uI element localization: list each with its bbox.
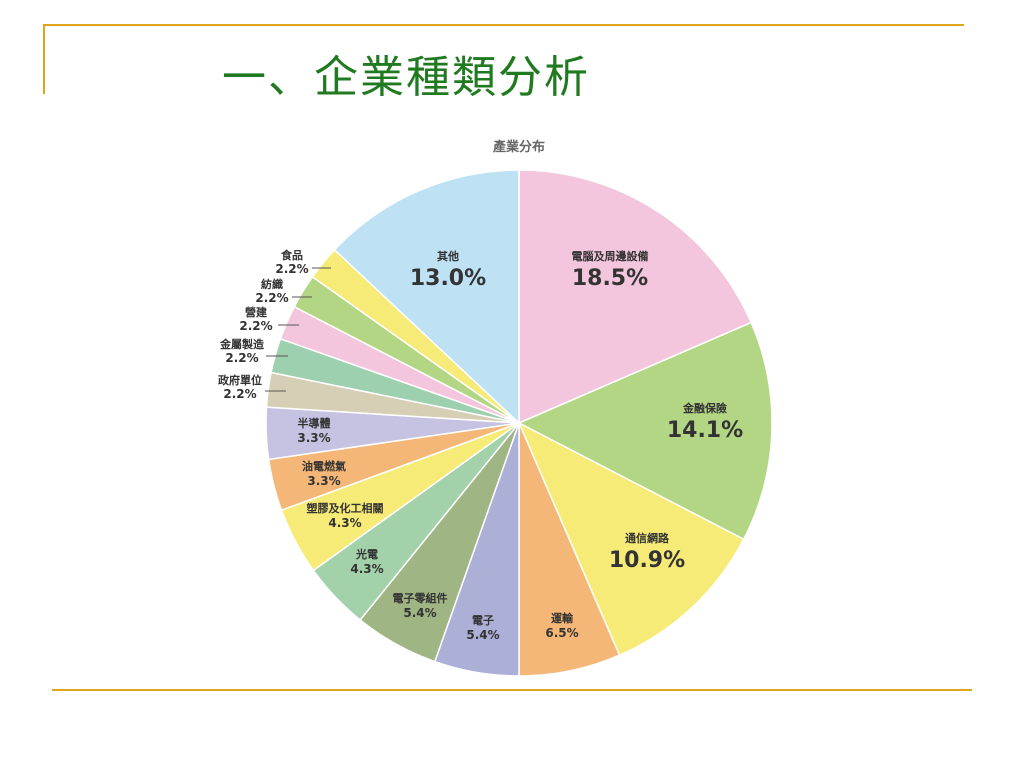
slice-value-label: 5.4% (466, 628, 499, 642)
slice-label: 光電 (355, 547, 378, 561)
slice-value-label: 2.2% (223, 387, 256, 401)
pie-slice (518, 169, 753, 425)
frame-bottom-line (52, 689, 972, 691)
slice-value-label: 14.1% (667, 418, 743, 443)
slice-label: 營建 (245, 305, 268, 319)
slice-label: 紡織 (261, 277, 283, 291)
slice-value-label: 2.2% (275, 262, 308, 276)
slice-label: 半導體 (298, 416, 331, 430)
slice-label: 油電燃氣 (302, 459, 346, 473)
frame-top-line (43, 24, 964, 26)
slice-label: 電子 (472, 614, 494, 627)
slice-label: 金融保險 (682, 401, 727, 415)
frame-left-line (43, 24, 45, 94)
slice-label: 食品 (281, 248, 303, 262)
slice-value-label: 3.3% (297, 431, 330, 445)
leader-lines (265, 267, 331, 392)
slice-label: 其他 (437, 249, 459, 263)
slice-label: 運輸 (551, 611, 574, 625)
slice-value-label: 4.3% (328, 516, 361, 530)
pie-slice (517, 421, 745, 657)
slice-value-label: 2.2% (239, 319, 272, 333)
slice-label: 塑膠及化工相關 (307, 501, 384, 515)
pie-slices (265, 169, 773, 677)
slice-label: 電腦及周邊設備 (572, 249, 649, 263)
slice-label: 電子零組件 (393, 591, 448, 605)
slice-value-label: 2.2% (255, 291, 288, 305)
slice-value-label: 6.5% (545, 626, 578, 640)
slice-value-label: 5.4% (403, 606, 436, 620)
slide-title: 一、企業種類分析 (222, 52, 590, 103)
slice-label: 金屬製造 (219, 337, 265, 351)
pie-slice (517, 321, 773, 541)
slice-value-label: 10.9% (609, 548, 685, 573)
slice-value-label: 13.0% (410, 266, 486, 291)
slice-value-label: 3.3% (307, 474, 340, 488)
slice-label: 政府單位 (218, 373, 262, 387)
slice-value-label: 18.5% (572, 266, 648, 291)
slice-value-label: 2.2% (225, 351, 258, 365)
slice-value-label: 4.3% (350, 562, 383, 576)
chart-title: 產業分布 (492, 139, 545, 155)
slice-label: 通信網路 (625, 531, 670, 545)
slice-labels: 電腦及周邊設備18.5%金融保險14.1%通信網路10.9%運輸6.5%電子5.… (218, 248, 743, 642)
pie-slice (333, 169, 520, 425)
